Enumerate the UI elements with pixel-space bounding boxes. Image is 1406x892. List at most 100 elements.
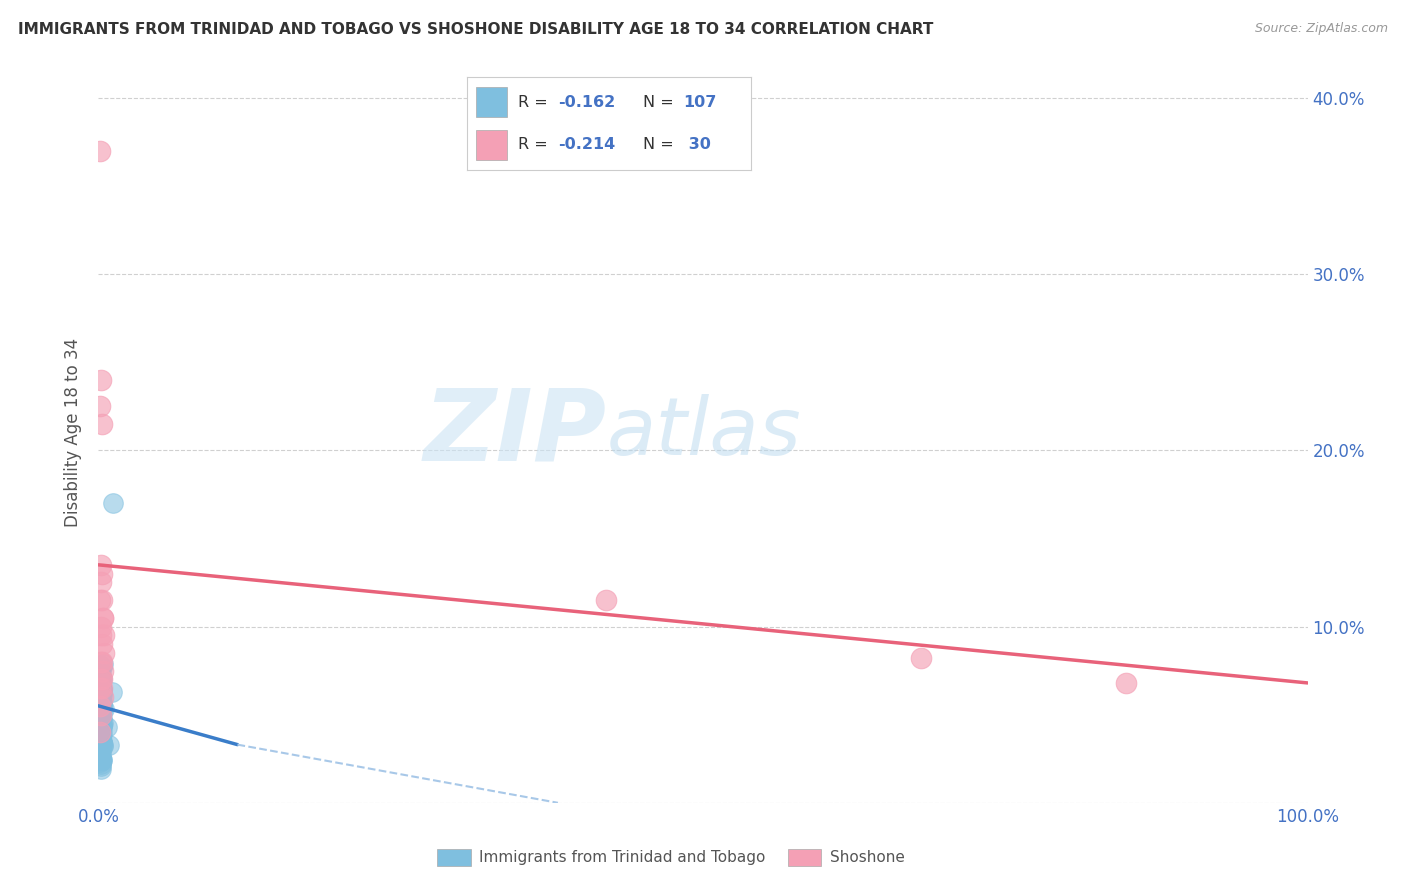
Point [90,700,112,714]
Point [89,714,111,729]
Point [89,754,111,768]
Point [91,736,114,750]
Point [89,144,111,158]
Point [91,683,114,698]
Point [91,738,114,752]
Point [90,713,112,727]
Point [91,727,114,741]
Point [91,690,114,704]
Point [90,718,112,732]
Point [91,716,114,731]
Point [90,681,112,696]
Point [90,750,112,764]
Point [91,736,114,750]
Point [89,725,111,739]
Point [89,736,111,750]
Text: Source: ZipAtlas.com: Source: ZipAtlas.com [1254,22,1388,36]
Point [93,646,115,660]
Point [91,704,114,718]
Point [90,757,112,772]
Point [91,754,114,768]
Point [90,762,112,776]
Text: Immigrants from Trinidad and Tobago: Immigrants from Trinidad and Tobago [479,850,766,865]
Point [91,688,114,702]
Point [89,683,111,698]
Point [91,566,114,581]
Point [1115,676,1137,690]
Point [89,736,111,750]
Point [91,657,114,671]
Point [90,691,112,706]
Point [89,700,111,714]
Point [91,718,114,732]
Point [91,660,114,674]
Point [91,739,114,754]
Point [595,593,617,607]
Point [91,718,114,732]
Point [91,722,114,736]
Point [89,664,111,678]
Point [90,718,112,732]
FancyBboxPatch shape [787,849,821,866]
Point [89,690,111,704]
Point [89,745,111,759]
Point [89,748,111,763]
Text: IMMIGRANTS FROM TRINIDAD AND TOBAGO VS SHOSHONE DISABILITY AGE 18 TO 34 CORRELAT: IMMIGRANTS FROM TRINIDAD AND TOBAGO VS S… [18,22,934,37]
Point [91,664,114,678]
Point [91,695,114,709]
Point [91,417,114,431]
Point [90,683,112,698]
Point [89,736,111,750]
Point [91,673,114,687]
Point [90,667,112,681]
Point [90,741,112,756]
Point [91,683,114,698]
Point [100,685,122,699]
Point [98,738,121,752]
Point [90,747,112,761]
Point [91,700,114,714]
Point [89,698,111,713]
Point [89,681,111,696]
Text: atlas: atlas [606,393,801,472]
Point [910,651,932,665]
Point [90,373,112,387]
Point [89,725,111,739]
Point [91,655,114,669]
Point [91,681,114,696]
Point [90,736,112,750]
Point [91,610,114,624]
Point [89,754,111,768]
Point [89,718,111,732]
Point [90,736,112,750]
Point [90,673,112,687]
Point [89,718,111,732]
Point [90,707,112,722]
Point [89,671,111,685]
FancyBboxPatch shape [437,849,471,866]
Point [90,655,112,669]
Point [89,718,111,732]
Y-axis label: Disability Age 18 to 34: Disability Age 18 to 34 [65,338,83,527]
Point [101,496,124,510]
Point [93,628,115,642]
Point [90,683,112,698]
Point [91,593,114,607]
Point [89,700,111,714]
Point [91,673,114,687]
Point [90,700,112,714]
Point [90,628,112,642]
Point [96,720,118,734]
Point [90,700,112,714]
Point [89,718,111,732]
Point [89,680,111,694]
Point [91,683,114,698]
Point [89,709,111,723]
Point [90,676,112,690]
Point [90,732,112,747]
Point [89,669,111,683]
Point [89,754,111,768]
Point [90,736,112,750]
Point [90,752,112,766]
Point [90,700,112,714]
